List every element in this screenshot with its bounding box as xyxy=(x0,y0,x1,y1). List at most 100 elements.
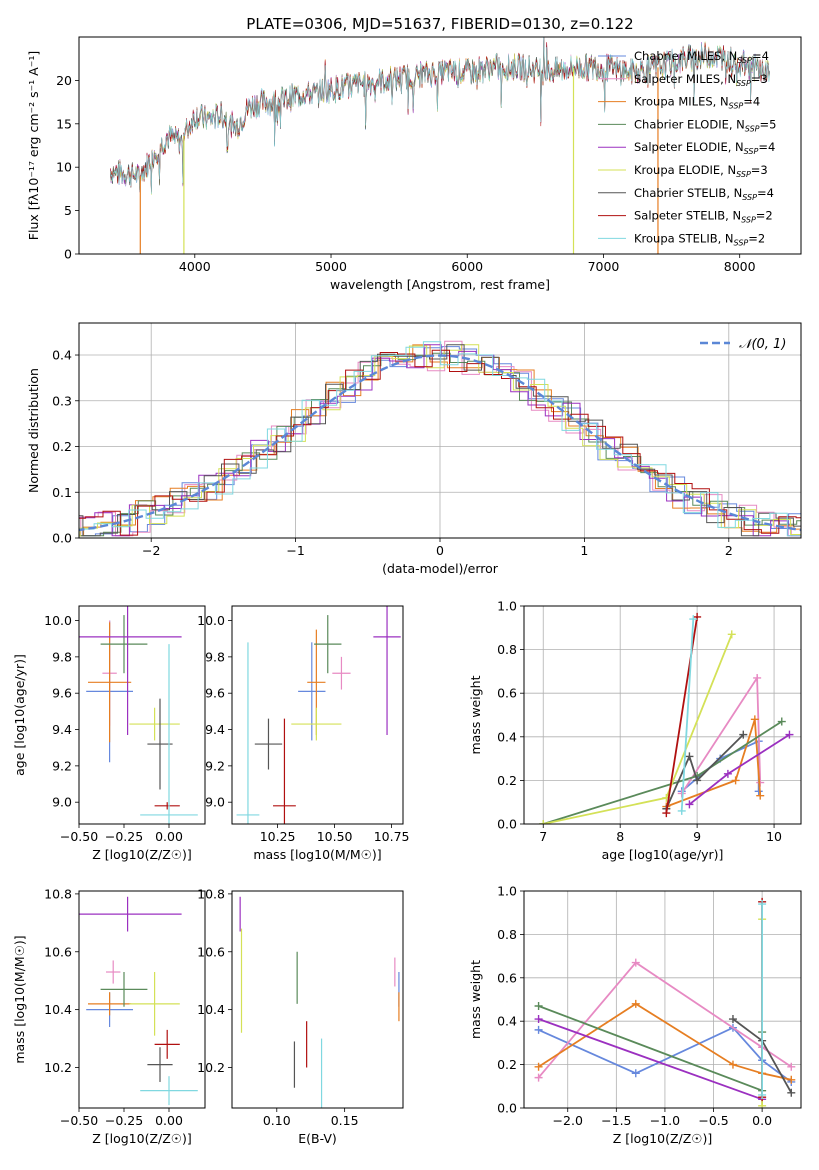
weight-marker xyxy=(685,800,694,809)
x-axis-label: (data-model)/error xyxy=(382,561,499,576)
weight-marker xyxy=(787,1062,796,1071)
legend-entry: Salpeter STELIB, NSSP=2 xyxy=(634,209,773,225)
histogram-step xyxy=(79,341,801,537)
histogram-step xyxy=(79,346,801,537)
weight-marker xyxy=(534,1025,543,1034)
weight-marker xyxy=(754,787,763,796)
y-axis-label: mass [log10(M/M☉)] xyxy=(12,935,27,1063)
weight-line xyxy=(543,633,733,824)
x-tick-label: 9 xyxy=(693,829,701,844)
y-tick-label: 9.6 xyxy=(52,686,72,701)
y-tick-label: 9.4 xyxy=(205,722,225,737)
weight-line xyxy=(665,733,744,810)
y-axis-label: mass weight xyxy=(468,960,483,1039)
y-tick-label: 9.8 xyxy=(52,649,72,664)
weight-marker xyxy=(728,1015,737,1024)
weight-marker xyxy=(534,1062,543,1071)
panel-mass-vs-ebv: 0.10 0.15 10.2 10.4 10.6 10.8 E(B-V) xyxy=(197,886,404,1146)
y-tick-label: 0.4 xyxy=(497,1014,517,1029)
y-tick-label: 5 xyxy=(64,203,72,218)
x-tick-label: 0.00 xyxy=(155,1113,183,1128)
weight-marker xyxy=(631,958,640,967)
x-tick-label: 4000 xyxy=(179,259,211,274)
panel-age-vs-Z: −0.50 −0.25 0.00 9.0 9.2 9.4 9.6 9.8 10.0 Z [log1… xyxy=(12,605,206,862)
weight-line xyxy=(537,961,792,1079)
x-tick-label: 5000 xyxy=(315,259,347,274)
panel-residual-hist: 𝒩(0, 1) −2 −1 0 1 2 0.0 0.1 0.2 0.3 0.4 (data-model… xyxy=(26,322,802,576)
legend-entry: Chabrier ELODIE, NSSP=5 xyxy=(634,117,776,133)
x-tick-label: 0 xyxy=(436,543,444,558)
legend: 𝒩(0, 1) xyxy=(700,337,786,352)
y-tick-label: 20 xyxy=(56,73,72,88)
plot-area xyxy=(79,323,801,538)
x-tick-label: 10 xyxy=(766,829,782,844)
legend-entry: Chabrier MILES, NSSP=4 xyxy=(634,49,769,65)
weight-line xyxy=(680,619,695,811)
x-tick-label: −2 xyxy=(142,543,160,558)
panel-mass-vs-Z: −0.50 −0.25 0.00 10.2 10.4 10.6 10.8 Z [log10(Z… xyxy=(12,886,206,1146)
y-tick-label: 0.6 xyxy=(497,686,517,701)
weight-marker xyxy=(785,730,794,739)
y-tick-label: 9.6 xyxy=(205,686,225,701)
weight-marker xyxy=(750,715,759,724)
plot-area xyxy=(239,896,400,1108)
y-tick-label: 1.0 xyxy=(497,599,517,614)
y-tick-label: 0.0 xyxy=(497,1101,517,1116)
weight-marker xyxy=(731,776,740,785)
x-tick-label: −1.5 xyxy=(601,1113,631,1128)
y-tick-label: 0.2 xyxy=(497,773,517,788)
y-tick-label: 0.4 xyxy=(52,348,72,363)
axes-frame xyxy=(231,605,404,825)
axes-frame xyxy=(78,36,802,255)
weight-marker xyxy=(693,776,702,785)
y-tick-label: 10.2 xyxy=(197,1060,225,1075)
weight-marker xyxy=(662,809,671,818)
weight-marker xyxy=(685,752,694,761)
x-axis-label: Z [log10(Z/Z☉)] xyxy=(613,1131,713,1146)
axes-frame xyxy=(78,605,206,825)
plot-area xyxy=(79,896,198,1106)
plot-area xyxy=(110,37,770,254)
y-tick-label: 0.3 xyxy=(52,393,72,408)
x-tick-label: −0.25 xyxy=(105,829,143,844)
weight-marker xyxy=(753,673,762,682)
x-tick-label: 8000 xyxy=(724,259,756,274)
legend-entry: Chabrier STELIB, NSSP=4 xyxy=(634,186,774,202)
panel-weight-vs-age: 7 8 9 10 0.0 0.2 0.4 0.6 0.8 1.0 age [log10(age/yr… xyxy=(468,599,802,862)
x-tick-label: −0.50 xyxy=(60,829,98,844)
y-tick-label: 10.2 xyxy=(44,1060,72,1075)
y-tick-label: 10.8 xyxy=(44,886,72,901)
y-tick-label: 10.8 xyxy=(197,886,225,901)
weight-marker xyxy=(539,820,548,824)
weight-marker xyxy=(758,1101,767,1108)
weight-marker xyxy=(756,791,765,800)
weight-marker xyxy=(727,630,736,639)
axes-frame xyxy=(523,890,802,1109)
y-tick-label: 0 xyxy=(64,247,72,262)
y-tick-label: 0.8 xyxy=(497,927,517,942)
y-tick-label: 1.0 xyxy=(497,884,517,899)
x-axis-label: Z [log10(Z/Z☉)] xyxy=(92,1131,192,1146)
legend-entry: Kroupa STELIB, NSSP=2 xyxy=(634,231,765,247)
y-tick-label: 15 xyxy=(56,116,72,131)
y-tick-label: 0.8 xyxy=(497,642,517,657)
x-axis-label: mass [log10(M/M☉)] xyxy=(253,847,381,862)
chart-title: PLATE=0306, MJD=51637, FIBERID=0130, z=0… xyxy=(246,15,633,33)
plot-area xyxy=(524,606,801,824)
x-tick-label: −0.50 xyxy=(60,1113,98,1128)
x-tick-label: 0.15 xyxy=(331,1113,359,1128)
y-tick-label: 9.2 xyxy=(52,758,72,773)
y-tick-label: 10.4 xyxy=(197,1002,225,1017)
x-axis-label: E(B-V) xyxy=(298,1131,337,1146)
x-tick-label: 8 xyxy=(616,829,624,844)
weight-marker xyxy=(787,1075,796,1084)
y-axis-label: Flux [fλ10⁻¹⁷ erg cm⁻² s⁻¹ A⁻¹] xyxy=(26,51,41,240)
x-tick-label: −1 xyxy=(286,543,304,558)
panel-spectrum: PLATE=0306, MJD=51637, FIBERID=0130, z=0… xyxy=(26,15,802,292)
legend-entry: Kroupa MILES, NSSP=4 xyxy=(634,95,760,111)
x-axis-label: wavelength [Angstrom, rest frame] xyxy=(330,277,550,292)
weight-line xyxy=(538,1018,763,1101)
x-tick-label: −1.0 xyxy=(650,1113,680,1128)
weight-marker xyxy=(787,1088,796,1097)
panel-weight-vs-Z: −2.0 −1.5 −1.0 −0.5 0.0 0.0 0.2 0.4 0.6 0.8 1.0 Z [… xyxy=(468,884,802,1146)
